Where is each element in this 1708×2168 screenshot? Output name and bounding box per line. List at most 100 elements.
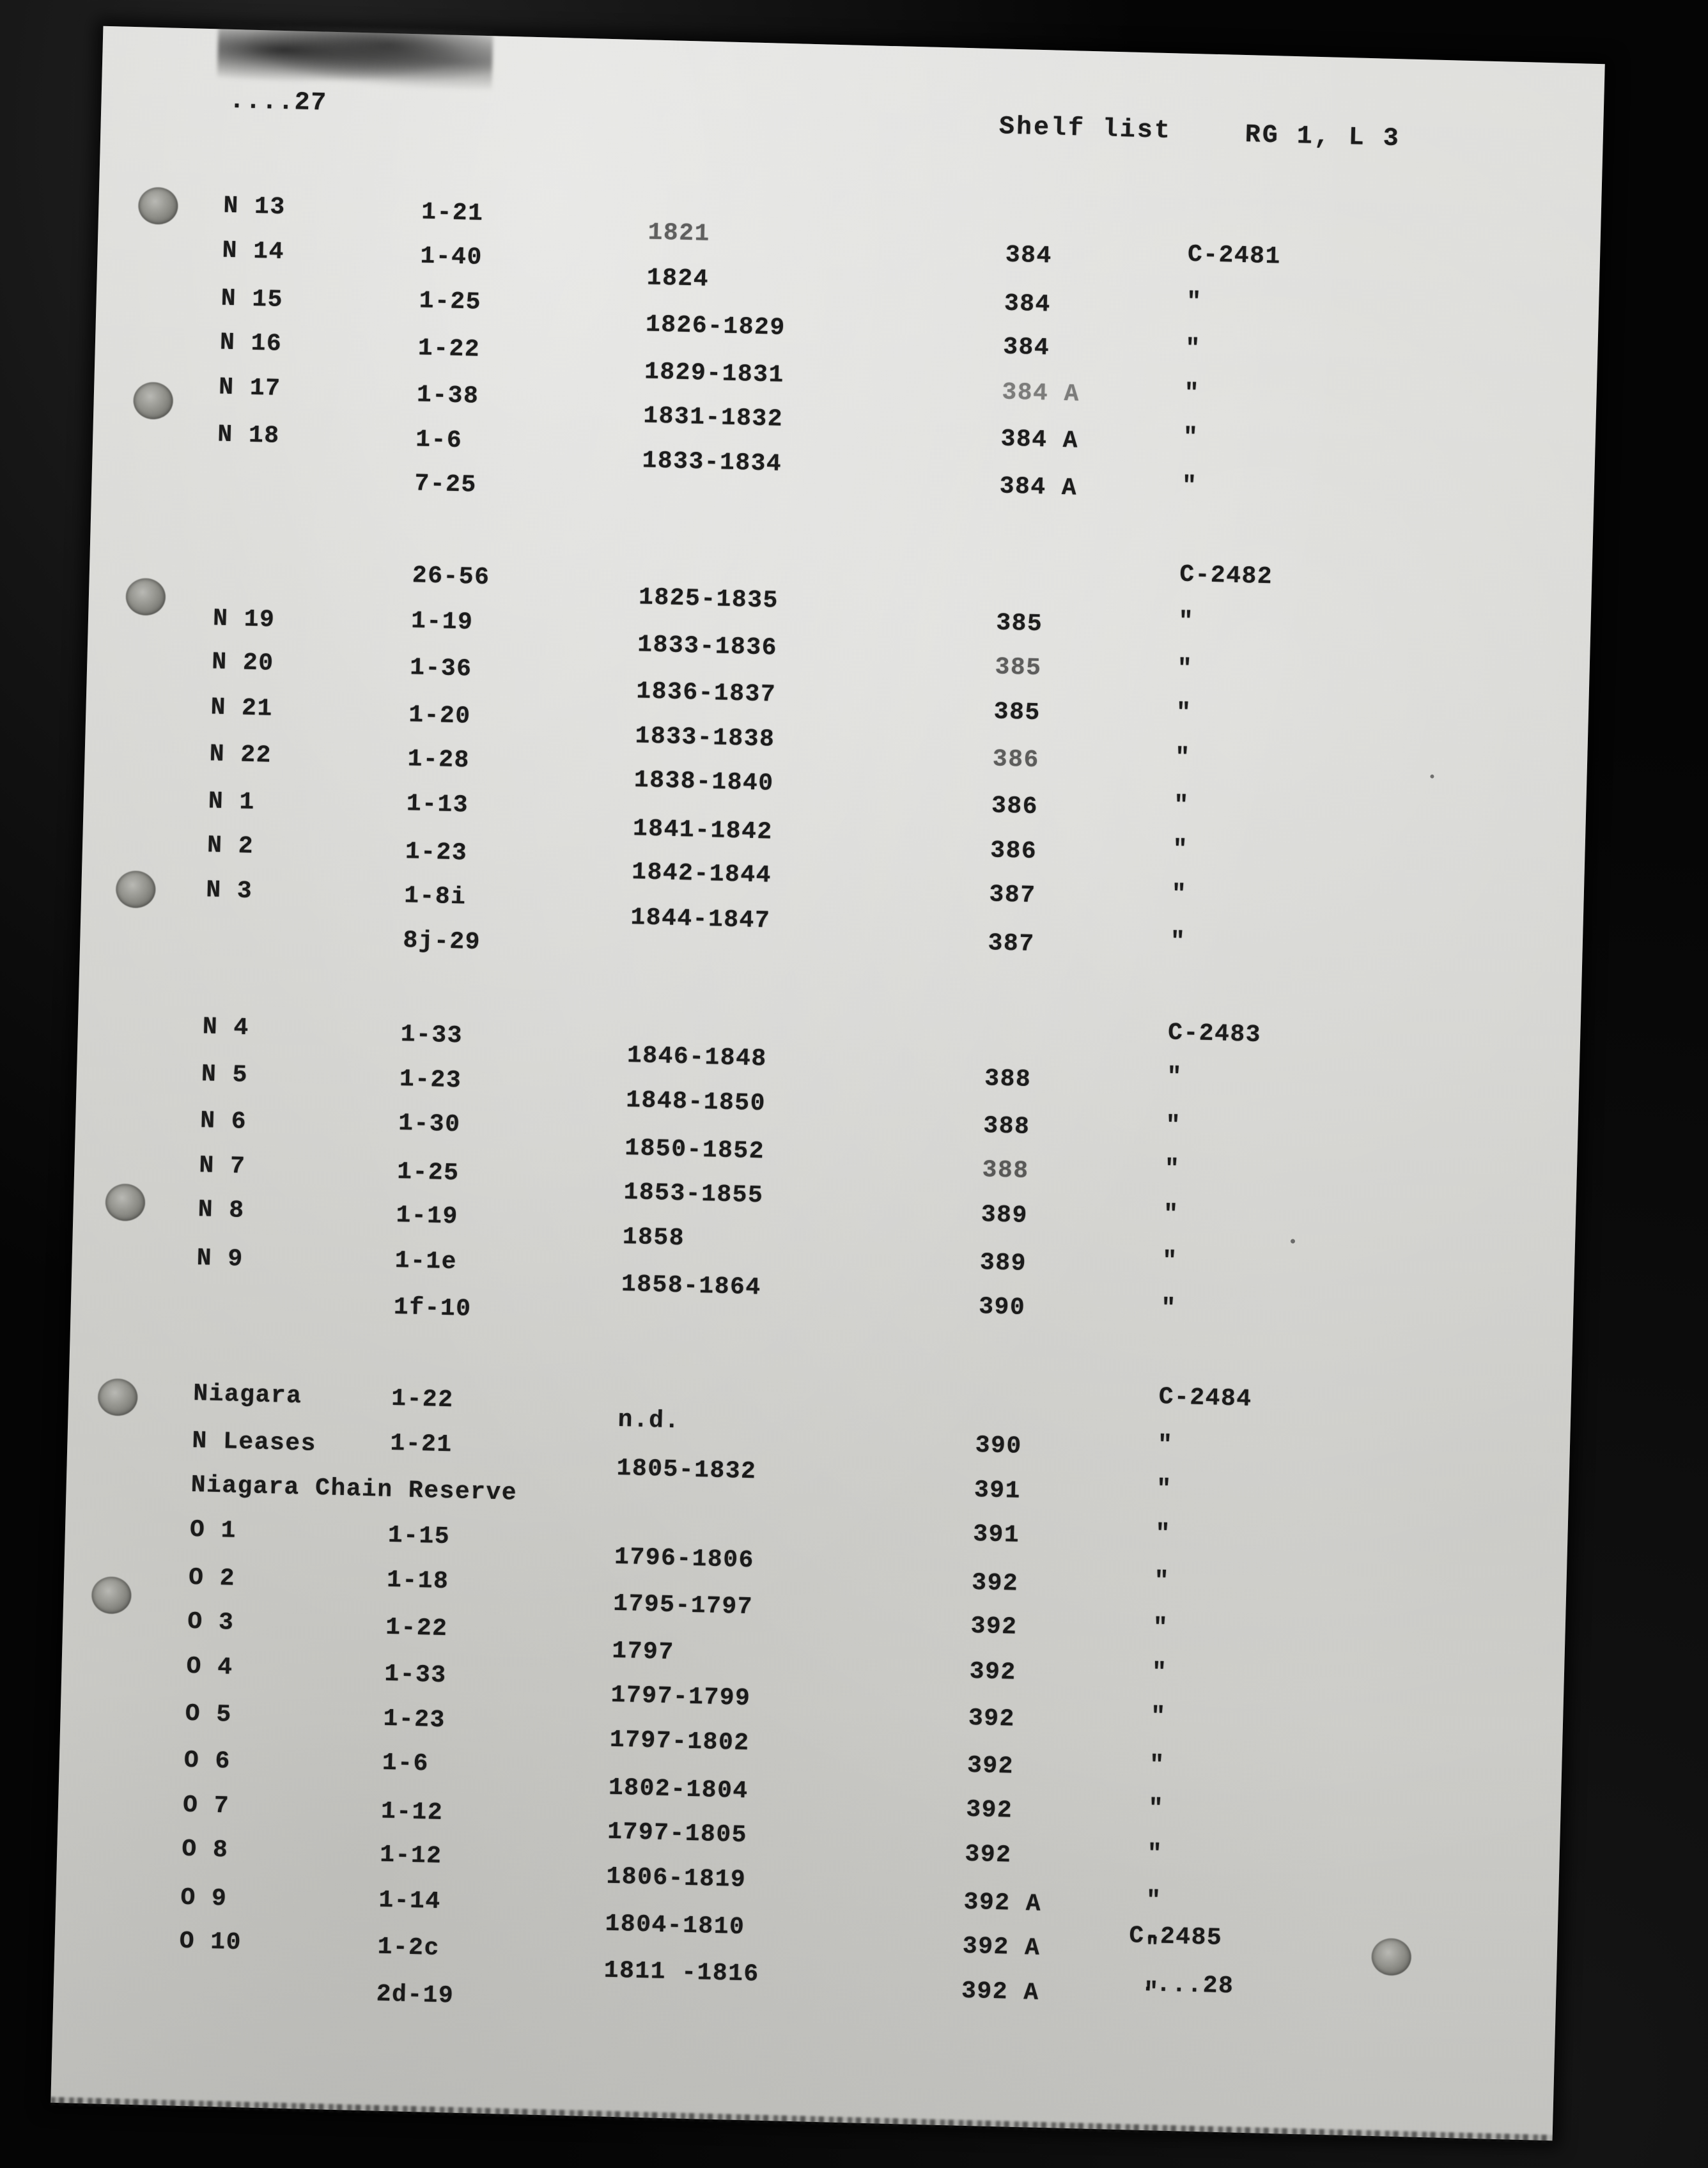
cell-items: 1-8i	[403, 881, 467, 911]
cell-series: N 9	[196, 1244, 244, 1273]
cell-series: O 7	[182, 1791, 230, 1820]
cell-series: N Leases	[191, 1427, 317, 1458]
document-page: ....27 Shelf list RG 1, L 3 N 13 1-21 1821…	[50, 24, 1605, 2143]
cell-items: 1-12	[379, 1841, 442, 1871]
cell-series: O 4	[186, 1652, 234, 1682]
cell-items: 1-21	[421, 198, 485, 228]
folio-number-top: ....27	[229, 86, 328, 118]
cell-items: 1-30	[398, 1110, 461, 1139]
cell-series: O 5	[185, 1700, 233, 1729]
cell-volume	[998, 561, 1145, 565]
cell-items: 1-20	[408, 701, 472, 731]
cell-items: 1-25	[396, 1158, 460, 1187]
folio-number-bottom: ....28	[1140, 1970, 1234, 2001]
cell-items: 7-25	[414, 470, 477, 499]
cell-series: N 20	[211, 648, 275, 678]
cell-series: O 10	[179, 1927, 242, 1957]
cell-series: N 6	[199, 1107, 247, 1136]
cell-series: N 19	[212, 604, 276, 634]
cell-items: 1-40	[420, 242, 483, 272]
cell-dates: 1806-1819	[605, 1862, 747, 1894]
cell-dates: 1858-1864	[621, 1270, 762, 1301]
cell-items: 1-38	[416, 381, 479, 410]
cell-items: 1-14	[378, 1886, 442, 1916]
cell-dates: 1795-1797	[612, 1590, 754, 1622]
cell-items: 1-19	[410, 607, 474, 637]
cell-dates: 1833-1836	[637, 630, 778, 662]
cell-items: 1-6	[382, 1749, 430, 1778]
cell-items: 2d-19	[376, 1980, 454, 2010]
cell-volume	[986, 1018, 1133, 1022]
cell-series: O 3	[187, 1607, 235, 1637]
cell-reel	[1181, 516, 1373, 521]
cell-volume	[978, 1338, 1125, 1342]
cell-items: 1-22	[417, 334, 481, 364]
cell-series: N 21	[210, 693, 274, 723]
cell-series: N 14	[222, 236, 285, 266]
cell-dates: 1831-1832	[642, 402, 784, 433]
cell-dates: 1848-1850	[625, 1086, 766, 1118]
cell-dates	[640, 539, 908, 546]
cell-dates	[630, 950, 898, 957]
cell-series: N 5	[201, 1060, 249, 1089]
cell-reel	[1169, 974, 1361, 979]
cell-series: N 3	[205, 876, 253, 905]
cell-items: 1-15	[387, 1521, 451, 1551]
cell-items: 1-22	[385, 1613, 448, 1643]
cell-dates	[603, 2001, 872, 2008]
footer-reel-number: C-2485	[1128, 1922, 1223, 1953]
cell-items: 1-33	[384, 1660, 447, 1690]
cell-items: 1-22	[391, 1384, 454, 1414]
cell-volume	[977, 1385, 1124, 1389]
cell-items: 26-56	[412, 562, 490, 592]
cell-dates: 1821	[648, 219, 711, 248]
cell-series: N 13	[222, 192, 286, 222]
cell-items: 1-25	[419, 287, 482, 316]
cell-items: 1-18	[386, 1566, 449, 1596]
cell-series: N 22	[209, 740, 272, 770]
cell-series: O 2	[188, 1563, 236, 1593]
cell-series: N 7	[198, 1151, 246, 1181]
cell-items: 1-6	[415, 425, 463, 454]
cell-dates: 1838-1840	[633, 766, 775, 798]
cell-items: 1-12	[380, 1797, 444, 1827]
cell-items: 1-13	[406, 789, 469, 819]
cell-items: 1-33	[400, 1021, 463, 1050]
cell-items: 1-2c	[377, 1933, 440, 1963]
cell-series: O 6	[183, 1746, 231, 1776]
cell-dates: 1833-1838	[635, 722, 775, 754]
cell-items: 1f-10	[393, 1293, 472, 1323]
document-title: Shelf list	[998, 112, 1172, 146]
cell-series: Niagara	[192, 1380, 303, 1411]
cell-dates: 1797-1799	[610, 1681, 751, 1713]
cell-items: 1-1e	[394, 1246, 458, 1276]
cell-items: 1-19	[396, 1201, 459, 1231]
cell-dates: 1825-1835	[638, 584, 779, 615]
cell-dates: 1842-1844	[631, 858, 772, 890]
cell-volume	[987, 973, 1134, 977]
cell-dates: n.d.	[617, 1405, 681, 1436]
cell-dates: 1844-1847	[630, 903, 771, 935]
cell-series: N 1	[208, 787, 256, 816]
cell-dates: 1797-1802	[609, 1726, 750, 1757]
cell-dates: 1846-1848	[626, 1042, 768, 1073]
record-group-reference: RG 1, L 3	[1245, 121, 1401, 154]
cell-dates: 1824	[646, 263, 710, 293]
cell-items: 1-23	[383, 1705, 446, 1734]
cell-items: 1-23	[399, 1065, 462, 1094]
cell-series: N 4	[202, 1013, 250, 1042]
cell-dates	[641, 495, 910, 502]
cell-dates	[619, 1361, 888, 1368]
cell-volume	[961, 2024, 1108, 2028]
cell-series: N 18	[217, 421, 281, 450]
cell-dates: 1833-1834	[642, 446, 782, 478]
cell-items: 1-21	[389, 1429, 453, 1459]
cell-items: 8j-29	[402, 927, 481, 957]
cell-volume	[999, 516, 1146, 520]
cell-series: O 8	[181, 1835, 229, 1864]
cell-series: O 9	[180, 1884, 228, 1913]
cell-items: 1-28	[407, 745, 470, 775]
cell-dates: 1826-1829	[645, 311, 786, 342]
cell-dates: 1853-1855	[623, 1178, 764, 1210]
cell-items: 1-36	[409, 654, 472, 683]
